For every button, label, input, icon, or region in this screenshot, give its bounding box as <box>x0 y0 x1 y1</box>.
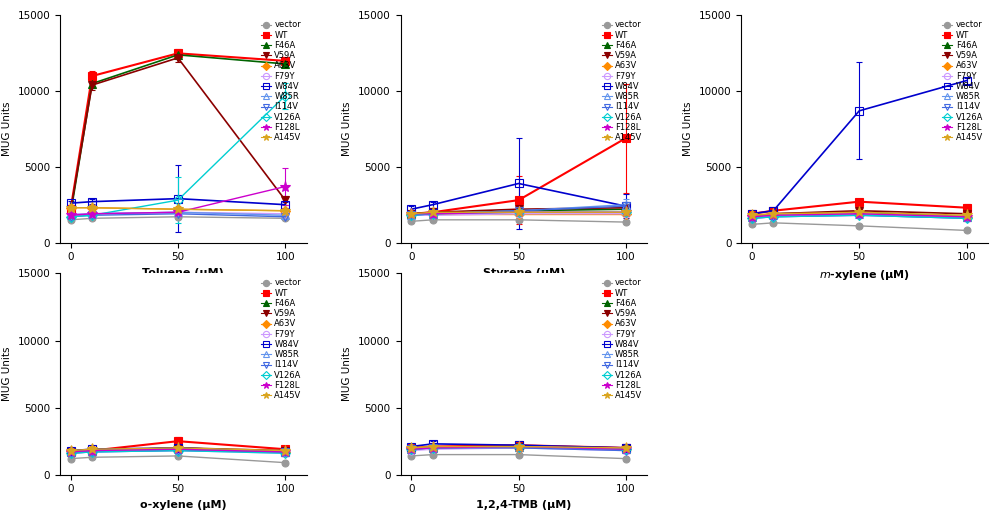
X-axis label: 1,2,4-TMB (μM): 1,2,4-TMB (μM) <box>476 500 572 510</box>
Legend: vector, WT, F46A, V59A, A63V, F79Y, W84V, W85R, I114V, V126A, F128L, A145V: vector, WT, F46A, V59A, A63V, F79Y, W84V… <box>260 278 302 401</box>
X-axis label: $m$-xylene (μM): $m$-xylene (μM) <box>819 268 910 282</box>
Legend: vector, WT, F46A, V59A, A63V, F79Y, W84V, W85R, I114V, V126A, F128L, A145V: vector, WT, F46A, V59A, A63V, F79Y, W84V… <box>260 20 302 143</box>
Y-axis label: MUG Units: MUG Units <box>2 347 12 401</box>
X-axis label: Styrene (μM): Styrene (μM) <box>483 268 565 278</box>
Y-axis label: MUG Units: MUG Units <box>342 102 352 156</box>
Legend: vector, WT, F46A, V59A, A63V, F79Y, W84V, W85R, I114V, V126A, F128L, A145V: vector, WT, F46A, V59A, A63V, F79Y, W84V… <box>601 20 643 143</box>
Y-axis label: MUG Units: MUG Units <box>2 102 12 156</box>
Legend: vector, WT, F46A, V59A, A63V, F79Y, W84V, W85R, I114V, V126A, F128L, A145V: vector, WT, F46A, V59A, A63V, F79Y, W84V… <box>601 278 643 401</box>
X-axis label: o-xylene (μM): o-xylene (μM) <box>140 500 227 510</box>
Y-axis label: MUG Units: MUG Units <box>342 347 352 401</box>
Legend: vector, WT, F46A, V59A, A63V, F79Y, W84V, W85R, I114V, V126A, F128L, A145V: vector, WT, F46A, V59A, A63V, F79Y, W84V… <box>941 20 984 143</box>
X-axis label: Toluene (μM): Toluene (μM) <box>143 268 225 278</box>
Y-axis label: MUG Units: MUG Units <box>684 102 694 156</box>
